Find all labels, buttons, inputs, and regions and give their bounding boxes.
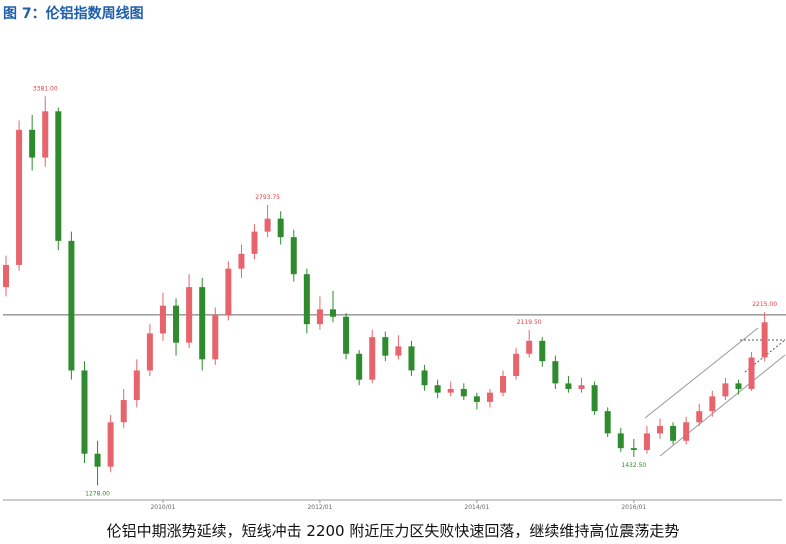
candle-body xyxy=(657,425,663,434)
candle-body xyxy=(486,392,493,402)
candle-body xyxy=(500,375,507,393)
candle-body xyxy=(238,253,245,269)
candle-body xyxy=(539,340,546,362)
annotation: 3381.00 xyxy=(33,85,58,92)
candle-body xyxy=(460,388,467,397)
candle-body xyxy=(421,370,428,386)
candle-body xyxy=(290,237,297,275)
annotation: 2119.50 xyxy=(517,319,542,326)
candle-body xyxy=(107,422,114,467)
candle-body xyxy=(225,268,232,315)
candle-body xyxy=(81,370,88,454)
candle-body xyxy=(356,353,363,380)
candle-body xyxy=(251,231,258,254)
candle-body xyxy=(133,370,140,401)
candle-body xyxy=(434,385,441,393)
annotation: 1432.50 xyxy=(621,462,646,469)
candle-body xyxy=(382,337,389,356)
x-tick-label: 2014/01 xyxy=(464,504,489,511)
x-tick-label: 2012/01 xyxy=(307,504,332,511)
candle-body xyxy=(264,218,271,232)
candle-body xyxy=(709,396,716,412)
candle-body xyxy=(408,346,415,371)
candle-body xyxy=(395,346,402,356)
candle-body xyxy=(696,411,703,423)
candle-body xyxy=(552,361,559,384)
title: 图 7：伦铝指数周线图 xyxy=(3,6,144,22)
candle-body xyxy=(277,218,284,238)
candle-body xyxy=(159,305,166,334)
candle-body xyxy=(330,309,336,317)
candle-body xyxy=(212,314,219,360)
candle-body xyxy=(55,111,62,241)
chart: 2010/01 2012/01 2014/01 2016/01 3381.00 2793.… xyxy=(3,85,786,511)
candle-body xyxy=(565,383,572,389)
x-tick-label: 2010/01 xyxy=(150,504,175,511)
candle-body xyxy=(513,353,520,376)
channel-line xyxy=(659,354,786,457)
annotation: 1278.00 xyxy=(85,491,110,498)
candle-body xyxy=(761,322,768,358)
caption: 伦铝中期涨势延续，短线冲击 2200 附近压力区失败快速回落，继续维持高位震荡走… xyxy=(106,522,680,540)
candle-body xyxy=(42,111,49,158)
candle-body xyxy=(29,129,36,158)
candle-body xyxy=(3,264,9,288)
x-tick-label: 2016/01 xyxy=(621,504,646,511)
candle-body xyxy=(94,453,101,467)
candle-body xyxy=(473,396,480,402)
candle-body xyxy=(16,129,23,265)
candle-body xyxy=(722,383,729,397)
candle-body xyxy=(670,425,677,441)
candle-body xyxy=(643,433,650,451)
candle-body xyxy=(146,333,153,371)
candle-body xyxy=(748,357,755,389)
candle-body xyxy=(526,340,533,354)
candle-body xyxy=(735,383,742,389)
candle-body xyxy=(303,274,310,325)
candle-body xyxy=(617,433,624,449)
candle-body xyxy=(316,309,323,325)
candle-body xyxy=(630,448,637,451)
candle-body xyxy=(447,388,454,393)
candle-body xyxy=(369,337,376,380)
channel-line xyxy=(644,327,759,419)
candle-body xyxy=(591,385,598,412)
candle-body xyxy=(604,411,611,434)
candle-body xyxy=(68,240,75,371)
candle-body xyxy=(199,287,206,360)
annotation: 2215.00 xyxy=(752,301,777,308)
annotation: 2793.75 xyxy=(255,194,280,201)
candle-body xyxy=(120,400,127,423)
candle-body xyxy=(173,305,180,343)
candle-body xyxy=(343,316,350,354)
candle-body xyxy=(683,422,690,441)
candle-body xyxy=(186,287,193,343)
candle-body xyxy=(578,385,585,389)
